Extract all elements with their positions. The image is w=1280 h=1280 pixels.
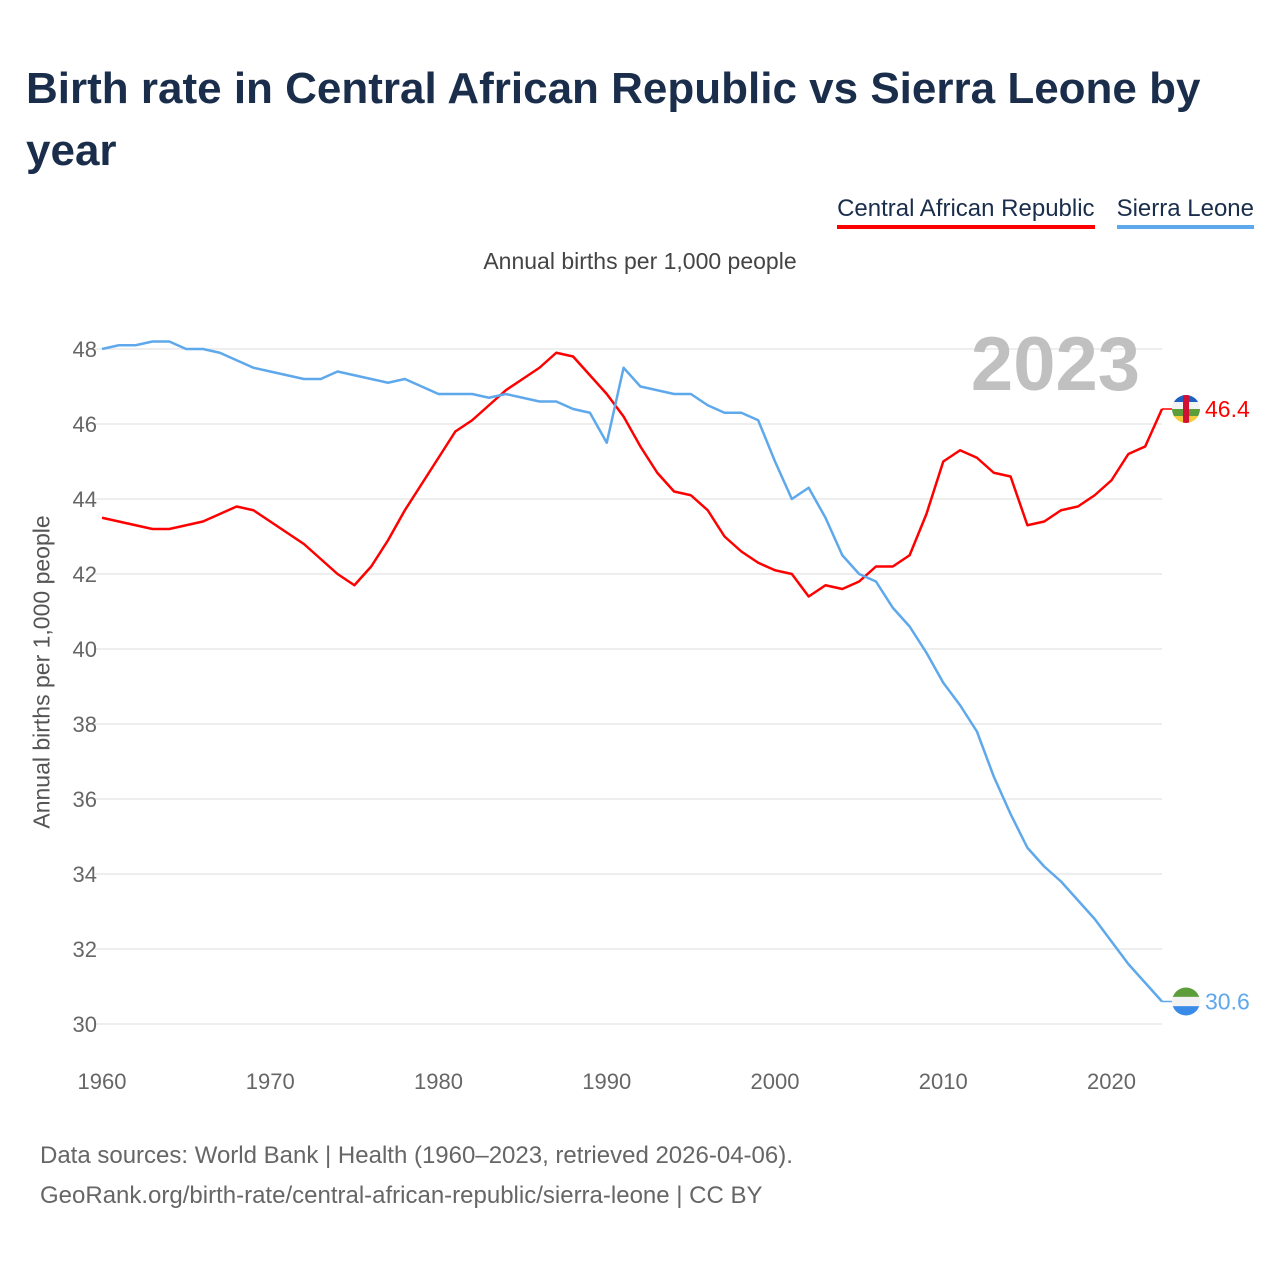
source-line: Data sources: World Bank | Health (1960–… — [40, 1142, 793, 1169]
y-tick-label: 32 — [73, 937, 97, 962]
y-tick-label: 46 — [73, 412, 97, 437]
x-tick-label: 1980 — [414, 1069, 463, 1094]
chart-title: Birth rate in Central African Republic v… — [26, 64, 1201, 175]
y-tick-label: 40 — [73, 637, 97, 662]
end-value-label: 46.4 — [1205, 396, 1250, 422]
footer: Data sources: World Bank | Health (1960–… — [40, 1136, 793, 1216]
x-tick-label: 1990 — [582, 1069, 631, 1094]
chart-subtitle: Annual births per 1,000 people — [483, 248, 797, 274]
url-line[interactable]: GeoRank.org/birth-rate/central-african-r… — [40, 1182, 763, 1209]
y-tick-label: 44 — [73, 487, 97, 512]
sierra-leone-flag-icon — [1172, 987, 1200, 1016]
year-watermark: 2023 — [971, 322, 1140, 407]
y-tick-label: 36 — [73, 787, 97, 812]
end-value-label: 30.6 — [1205, 989, 1250, 1015]
x-tick-label: 1960 — [78, 1069, 127, 1094]
series-line-sierra-leone — [101, 340, 1163, 1003]
series-line-car — [101, 351, 1164, 598]
x-tick-label: 1970 — [246, 1069, 295, 1094]
y-tick-label: 38 — [73, 712, 97, 737]
y-tick-label: 34 — [73, 862, 97, 887]
y-tick-label: 42 — [73, 562, 97, 587]
y-tick-label: 30 — [73, 1012, 97, 1037]
x-tick-label: 2020 — [1087, 1069, 1136, 1094]
x-tick-label: 2010 — [919, 1069, 968, 1094]
central-african-republic-flag-icon — [1172, 395, 1200, 423]
y-tick-label: 48 — [73, 337, 97, 362]
x-tick-label: 2000 — [751, 1069, 800, 1094]
legend-item-sierra-leone[interactable]: Sierra Leone — [1116, 195, 1254, 229]
legend-item-car[interactable]: Central African Republic — [837, 195, 1095, 229]
legend: Central African Republic Sierra Leone — [837, 195, 1254, 229]
